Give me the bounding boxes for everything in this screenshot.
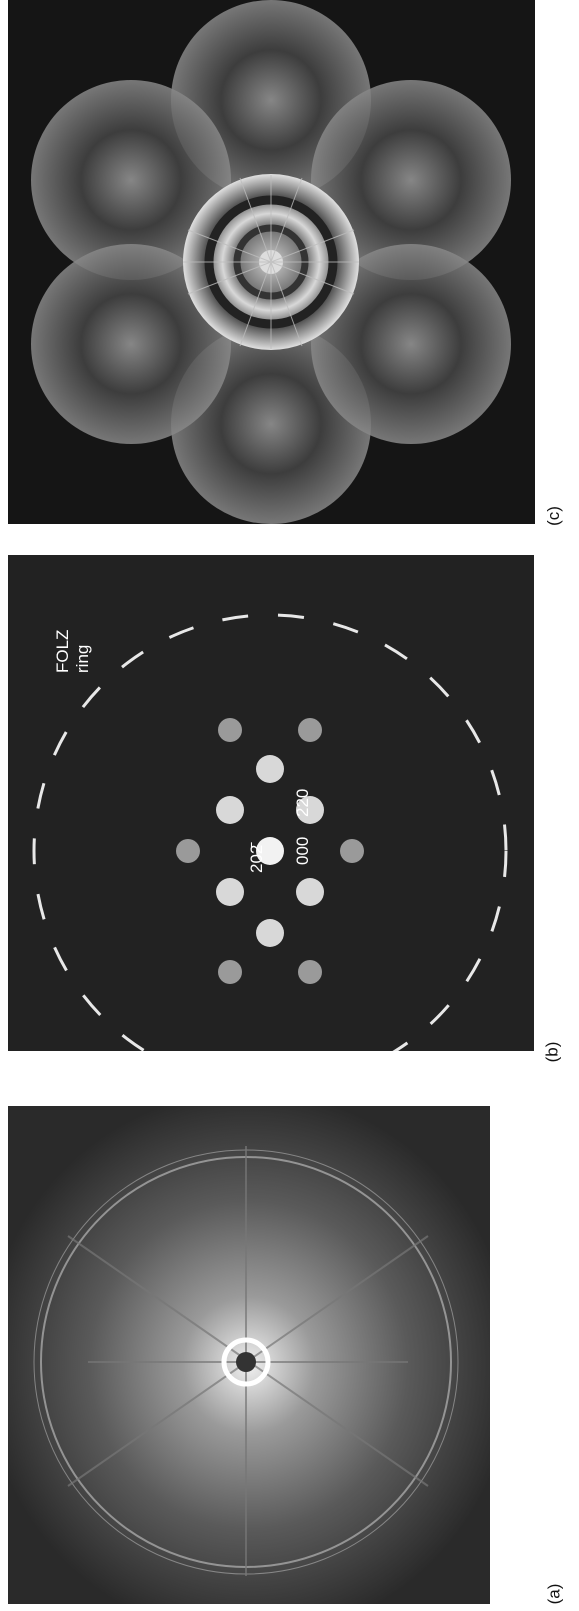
central-disc (183, 174, 359, 350)
central-ring (221, 1337, 271, 1387)
lacbed-mosaic-image (31, 0, 511, 524)
pattern-panel-b: FOLZ ring 000 220 202̄ (8, 555, 534, 1051)
diffraction-pattern-image: FOLZ ring 000 220 202̄ (32, 613, 508, 1051)
cbed-pattern-image (8, 1106, 490, 1604)
outer-discs (31, 0, 511, 524)
origin-label: 000 (293, 837, 312, 865)
folz-label-line2: ring (73, 645, 92, 673)
spot-220-label: 220 (293, 789, 312, 817)
spot-labels: FOLZ ring 000 220 202̄ (53, 630, 312, 873)
pattern-panel-a (8, 1106, 490, 1604)
caption-b: (b) (542, 1041, 562, 1063)
pattern-panel-c (8, 0, 535, 524)
diffraction-spots (176, 718, 364, 984)
folz-label-line1: FOLZ (53, 630, 72, 673)
folz-ring (32, 613, 508, 1051)
caption-a: (a) (544, 1583, 564, 1605)
caption-c: (c) (543, 506, 563, 526)
spot-202-label: 202̄ (247, 842, 266, 873)
central-spot-000 (256, 837, 284, 865)
